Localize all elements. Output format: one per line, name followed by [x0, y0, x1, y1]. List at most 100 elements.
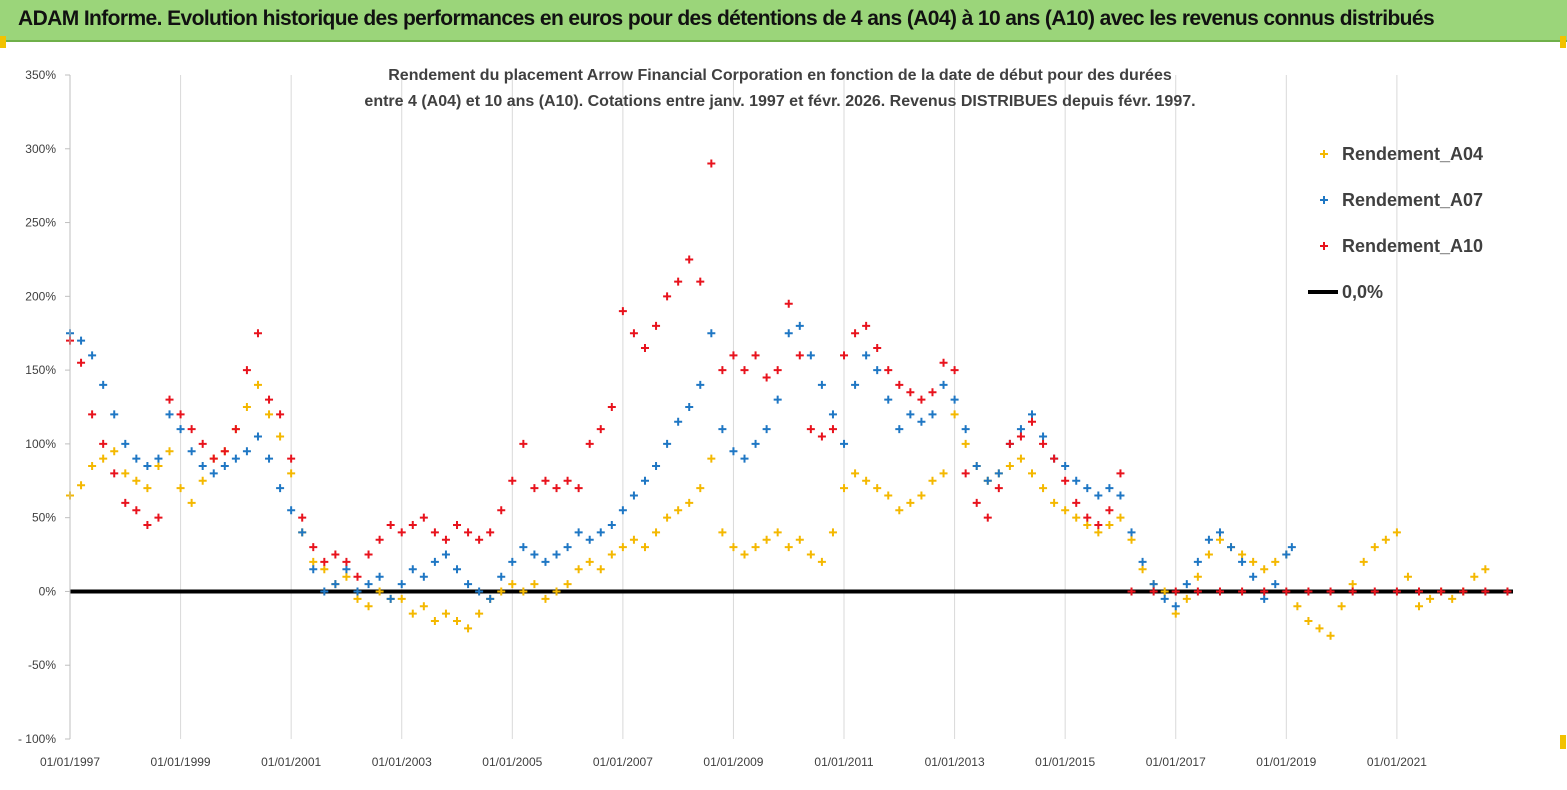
data-point-rendement_a04 [939, 469, 948, 478]
data-point-rendement_a10 [453, 521, 462, 530]
data-point-rendement_a04 [674, 506, 683, 515]
data-point-rendement_a04 [961, 439, 970, 448]
data-point-rendement_a04 [253, 380, 262, 389]
data-point-rendement_a10 [1127, 587, 1136, 596]
data-point-rendement_a04 [441, 609, 450, 618]
data-point-rendement_a04 [342, 572, 351, 581]
data-point-rendement_a10 [1016, 432, 1025, 441]
data-point-rendement_a07 [143, 462, 152, 471]
data-point-rendement_a10 [519, 439, 528, 448]
data-point-rendement_a07 [165, 410, 174, 419]
data-point-rendement_a04 [1448, 594, 1457, 603]
data-point-rendement_a10 [851, 329, 860, 338]
data-point-rendement_a07 [1227, 543, 1236, 552]
data-point-rendement_a10 [950, 366, 959, 375]
data-point-rendement_a04 [530, 580, 539, 589]
data-point-rendement_a10 [1149, 587, 1158, 596]
data-point-rendement_a10 [762, 373, 771, 382]
data-point-rendement_a10 [1481, 587, 1490, 596]
data-point-rendement_a10 [541, 476, 550, 485]
data-point-rendement_a07 [950, 395, 959, 404]
data-point-rendement_a04 [1470, 572, 1479, 581]
data-point-rendement_a04 [917, 491, 926, 500]
data-point-rendement_a07 [419, 572, 428, 581]
data-point-rendement_a07 [1182, 580, 1191, 589]
data-point-rendement_a07 [1105, 484, 1114, 493]
data-point-rendement_a04 [353, 594, 362, 603]
data-point-rendement_a07 [740, 454, 749, 463]
data-point-rendement_a07 [110, 410, 119, 419]
data-point-rendement_a07 [1094, 491, 1103, 500]
data-point-rendement_a07 [1127, 528, 1136, 537]
data-point-rendement_a10 [1072, 498, 1081, 507]
data-point-rendement_a10 [1193, 587, 1202, 596]
data-point-rendement_a04 [696, 484, 705, 493]
data-point-rendement_a10 [1282, 587, 1291, 596]
data-point-rendement_a10 [685, 255, 694, 264]
data-point-rendement_a07 [685, 403, 694, 411]
data-point-rendement_a07 [198, 462, 207, 471]
y-tick-label: 350% [25, 68, 56, 82]
data-point-rendement_a04 [806, 550, 815, 559]
data-point-rendement_a04 [154, 462, 163, 471]
data-point-rendement_a10 [265, 395, 274, 404]
y-tick-label: -50% [28, 658, 56, 672]
data-point-rendement_a10 [430, 528, 439, 537]
data-point-rendement_a04 [718, 528, 727, 537]
data-point-rendement_a07 [873, 366, 882, 375]
data-point-rendement_a07 [1083, 484, 1092, 493]
data-point-rendement_a10 [1370, 587, 1379, 596]
data-point-rendement_a10 [817, 432, 826, 441]
data-point-rendement_a07 [253, 432, 262, 441]
data-point-rendement_a04 [176, 484, 185, 493]
data-point-rendement_a04 [884, 491, 893, 500]
chart-title-line: entre 4 (A04) et 10 ans (A10). Cotations… [364, 93, 1195, 110]
data-point-rendement_a10 [574, 484, 583, 493]
data-point-rendement_a04 [1005, 462, 1014, 471]
x-tick-label: 01/01/2001 [261, 755, 321, 769]
gridlines [69, 75, 1398, 739]
x-tick-label: 01/01/2021 [1367, 755, 1427, 769]
data-point-rendement_a04 [99, 454, 108, 463]
data-point-rendement_a07 [77, 336, 86, 345]
data-point-rendement_a07 [983, 476, 992, 485]
data-point-rendement_a04 [784, 543, 793, 552]
chart-title-line: Rendement du placement Arrow Financial C… [388, 67, 1172, 84]
data-point-rendement_a10 [640, 343, 649, 352]
data-point-rendement_a10 [751, 351, 760, 360]
data-point-rendement_a04 [596, 565, 605, 574]
data-point-rendement_a07 [1061, 462, 1070, 471]
data-point-rendement_a07 [851, 380, 860, 389]
data-point-rendement_a10 [497, 506, 506, 515]
data-point-rendement_a10 [298, 513, 307, 522]
data-point-rendement_a04 [1370, 543, 1379, 552]
data-point-rendement_a10 [828, 425, 837, 434]
data-point-rendement_a04 [1215, 535, 1224, 544]
data-point-rendement_a04 [685, 498, 694, 507]
data-point-rendement_a04 [707, 454, 716, 463]
data-point-rendement_a04 [950, 410, 959, 419]
data-point-rendement_a04 [453, 616, 462, 625]
data-point-rendement_a04 [265, 410, 274, 419]
data-point-rendement_a10 [386, 521, 395, 530]
data-point-rendement_a10 [143, 521, 152, 530]
data-point-rendement_a07 [397, 580, 406, 589]
data-point-rendement_a04 [1061, 506, 1070, 515]
data-point-rendement_a07 [453, 565, 462, 574]
data-point-rendement_a07 [884, 395, 893, 404]
axes: 01/01/1997 01/01/1999 01/01/2001 01/01/2003… [18, 68, 1427, 769]
y-tick-label: - 100% [18, 732, 56, 746]
data-point-rendement_a07 [265, 454, 274, 463]
data-point-rendement_a04 [618, 543, 627, 552]
data-point-rendement_a10 [718, 366, 727, 375]
data-point-rendement_a10 [1348, 587, 1357, 596]
data-point-rendement_a04 [1326, 631, 1335, 640]
data-point-rendement_a07 [486, 594, 495, 603]
x-tick-label: 01/01/2007 [593, 755, 653, 769]
data-point-rendement_a10 [652, 321, 661, 330]
data-point-rendement_a10 [1061, 476, 1070, 485]
data-point-rendement_a07 [1039, 432, 1048, 441]
legend-swatch [1320, 196, 1328, 204]
data-point-rendement_a10 [375, 535, 384, 544]
data-point-rendement_a04 [1016, 454, 1025, 463]
